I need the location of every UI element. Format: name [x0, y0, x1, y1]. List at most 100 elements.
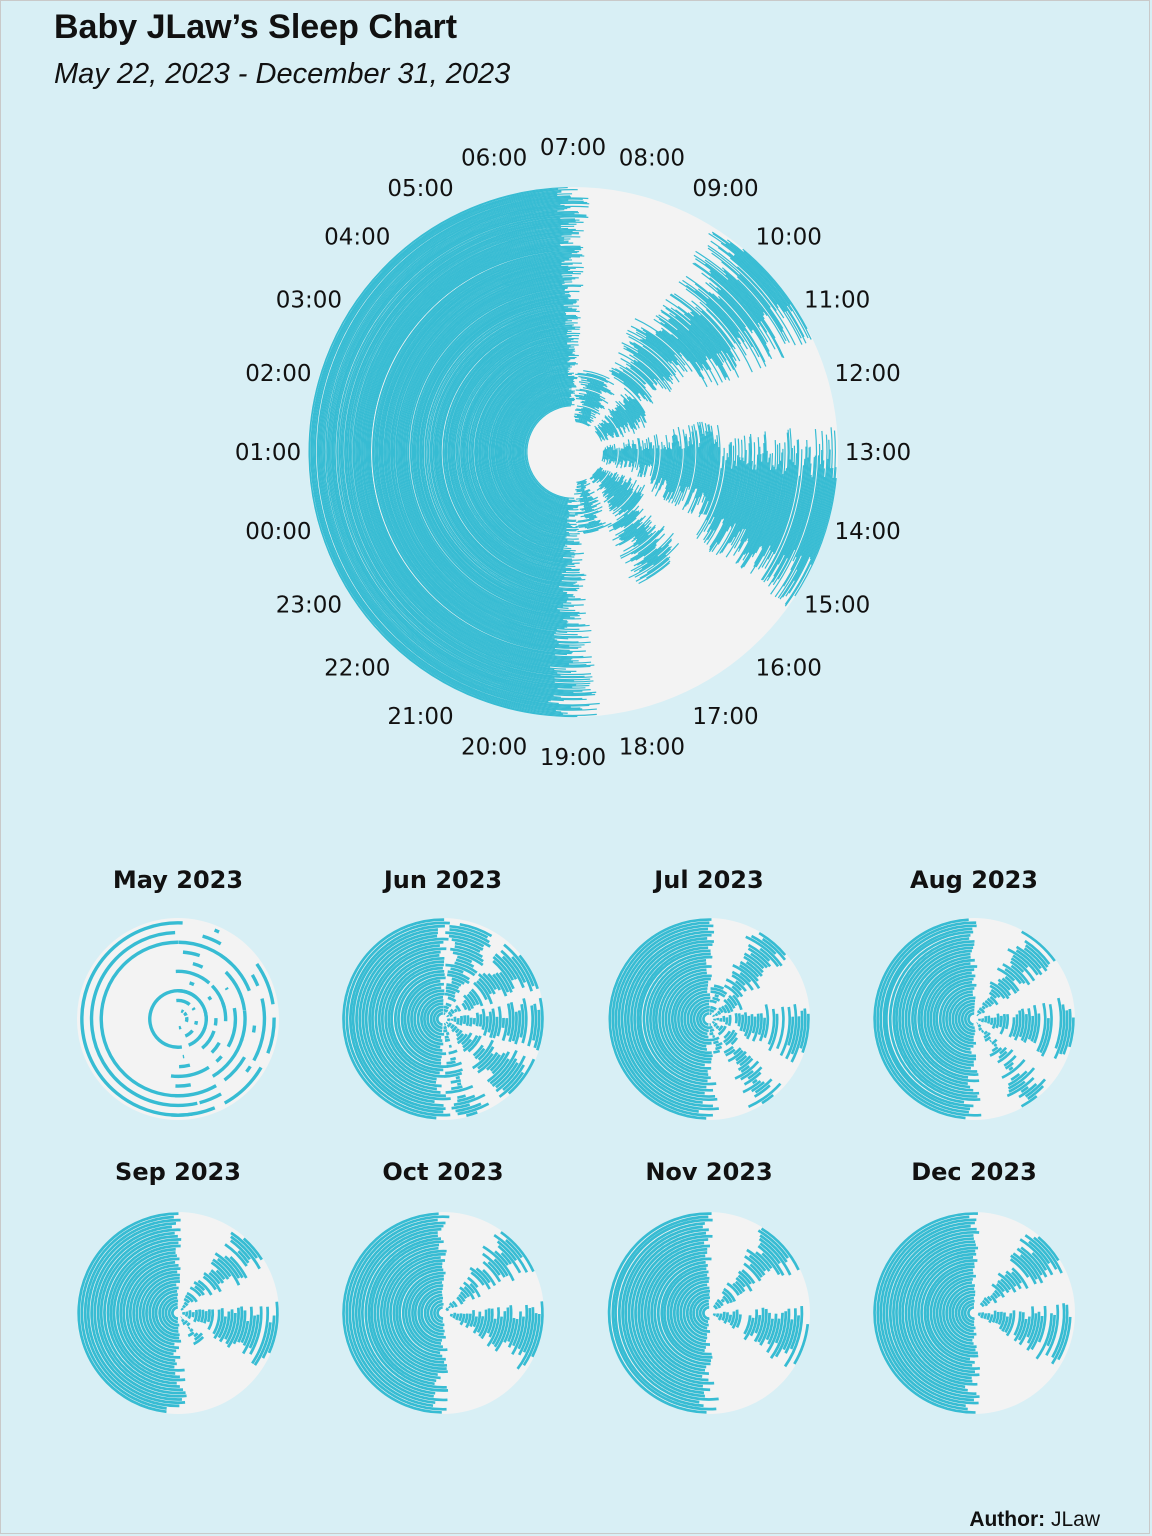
night-sleep-arc	[654, 965, 712, 1073]
nap-arc	[1009, 1258, 1030, 1278]
nap-arc	[175, 1083, 192, 1088]
nap-arc	[1024, 944, 1049, 968]
nap-arc	[623, 526, 656, 552]
nap-arc	[607, 481, 627, 503]
night-sleep-arc	[103, 1238, 182, 1388]
month-panel-title: Aug 2023	[910, 866, 1038, 894]
nap-arc	[1005, 1270, 1022, 1290]
nap-arc	[640, 327, 686, 366]
nap-arc	[715, 1045, 723, 1051]
night-sleep-arc	[331, 210, 597, 694]
night-sleep-arc	[374, 950, 442, 1088]
nap-arc	[729, 1311, 736, 1326]
nap-arc	[193, 1281, 206, 1292]
nap-arc	[702, 431, 711, 493]
nap-arc	[1021, 930, 1056, 962]
nap-arc	[618, 517, 643, 537]
nap-arc	[606, 480, 624, 500]
nap-arc	[729, 242, 809, 339]
nap-arc	[638, 562, 670, 585]
nap-arc	[743, 955, 764, 974]
night-sleep-arc	[385, 264, 569, 640]
nap-arc	[655, 331, 681, 354]
nap-arc	[586, 372, 607, 380]
nap-arc	[705, 424, 721, 515]
nap-arc	[508, 1001, 515, 1043]
nap-arc	[1006, 1076, 1035, 1098]
nap-arc	[668, 319, 708, 361]
nap-arc	[575, 389, 606, 400]
nap-arc	[701, 439, 717, 515]
night-sleep-arc	[964, 1008, 975, 1029]
nap-arc	[789, 1315, 801, 1350]
nap-arc	[726, 1282, 740, 1296]
nap-arc	[575, 395, 601, 405]
nap-arc	[986, 1015, 991, 1024]
nap-arc	[594, 425, 606, 441]
nap-arc	[744, 461, 763, 530]
nap-arc	[184, 1311, 189, 1318]
nap-arc	[489, 1008, 496, 1039]
nap-arc	[714, 1301, 722, 1309]
night-sleep-arc	[939, 984, 977, 1054]
night-sleep-arc	[637, 1241, 715, 1385]
night-sleep-arc	[429, 308, 577, 596]
nap-arc	[641, 538, 672, 565]
nap-arc	[707, 445, 735, 541]
nap-arc	[207, 1309, 215, 1331]
nap-arc	[717, 435, 746, 545]
nap-arc	[611, 367, 652, 403]
nap-arc	[743, 1071, 762, 1086]
nap-arc	[703, 460, 727, 533]
nap-arc	[1024, 1078, 1047, 1098]
nap-arc	[646, 544, 670, 564]
night-sleep-arc	[422, 302, 576, 602]
nap-arc	[732, 964, 761, 990]
nap-arc	[997, 1049, 1014, 1064]
nap-arc	[462, 1034, 479, 1053]
nap-arc	[612, 484, 640, 515]
night-sleep-arc	[695, 1299, 709, 1327]
nap-arc	[482, 1245, 515, 1282]
night-sleep-arc	[426, 305, 580, 599]
nap-arc	[710, 240, 778, 305]
nap-arc	[740, 1065, 751, 1073]
night-sleep-arc	[483, 362, 576, 542]
nap-arc	[635, 329, 685, 372]
nap-arc	[749, 1263, 763, 1278]
nap-arc	[723, 1287, 737, 1303]
nap-arc	[478, 977, 493, 995]
nap-arc	[723, 984, 740, 998]
night-sleep-arc	[510, 389, 572, 515]
nap-arc	[692, 262, 769, 343]
nap-arc	[725, 437, 760, 558]
nap-arc	[230, 1235, 261, 1270]
nap-arc	[715, 1025, 720, 1030]
nap-arc	[224, 1309, 234, 1340]
nap-arc	[651, 449, 662, 492]
night-sleep-arc	[951, 1290, 977, 1336]
night-sleep-arc	[500, 379, 574, 524]
night-sleep-arc	[77, 1212, 179, 1414]
night-sleep-arc	[911, 955, 980, 1083]
nap-arc	[456, 1296, 464, 1305]
nap-arc	[981, 1299, 989, 1307]
nap-arc	[620, 528, 638, 541]
night-sleep-arc	[364, 243, 572, 661]
nap-arc	[576, 488, 585, 492]
nap-arc	[733, 1047, 742, 1056]
nap-arc	[148, 989, 208, 1049]
nap-arc	[737, 469, 772, 564]
night-sleep-arc	[926, 971, 974, 1067]
nap-arc	[585, 514, 597, 519]
nap-arc	[588, 515, 597, 519]
nap-arc	[482, 1260, 502, 1283]
nap-arc	[213, 1018, 218, 1026]
nap-arc	[990, 988, 1001, 998]
nap-arc	[618, 450, 621, 465]
nap-arc	[664, 442, 671, 481]
nap-arc	[663, 429, 677, 501]
nap-arc	[1023, 947, 1048, 972]
nap-arc	[623, 398, 641, 423]
night-sleep-arc	[462, 341, 579, 563]
